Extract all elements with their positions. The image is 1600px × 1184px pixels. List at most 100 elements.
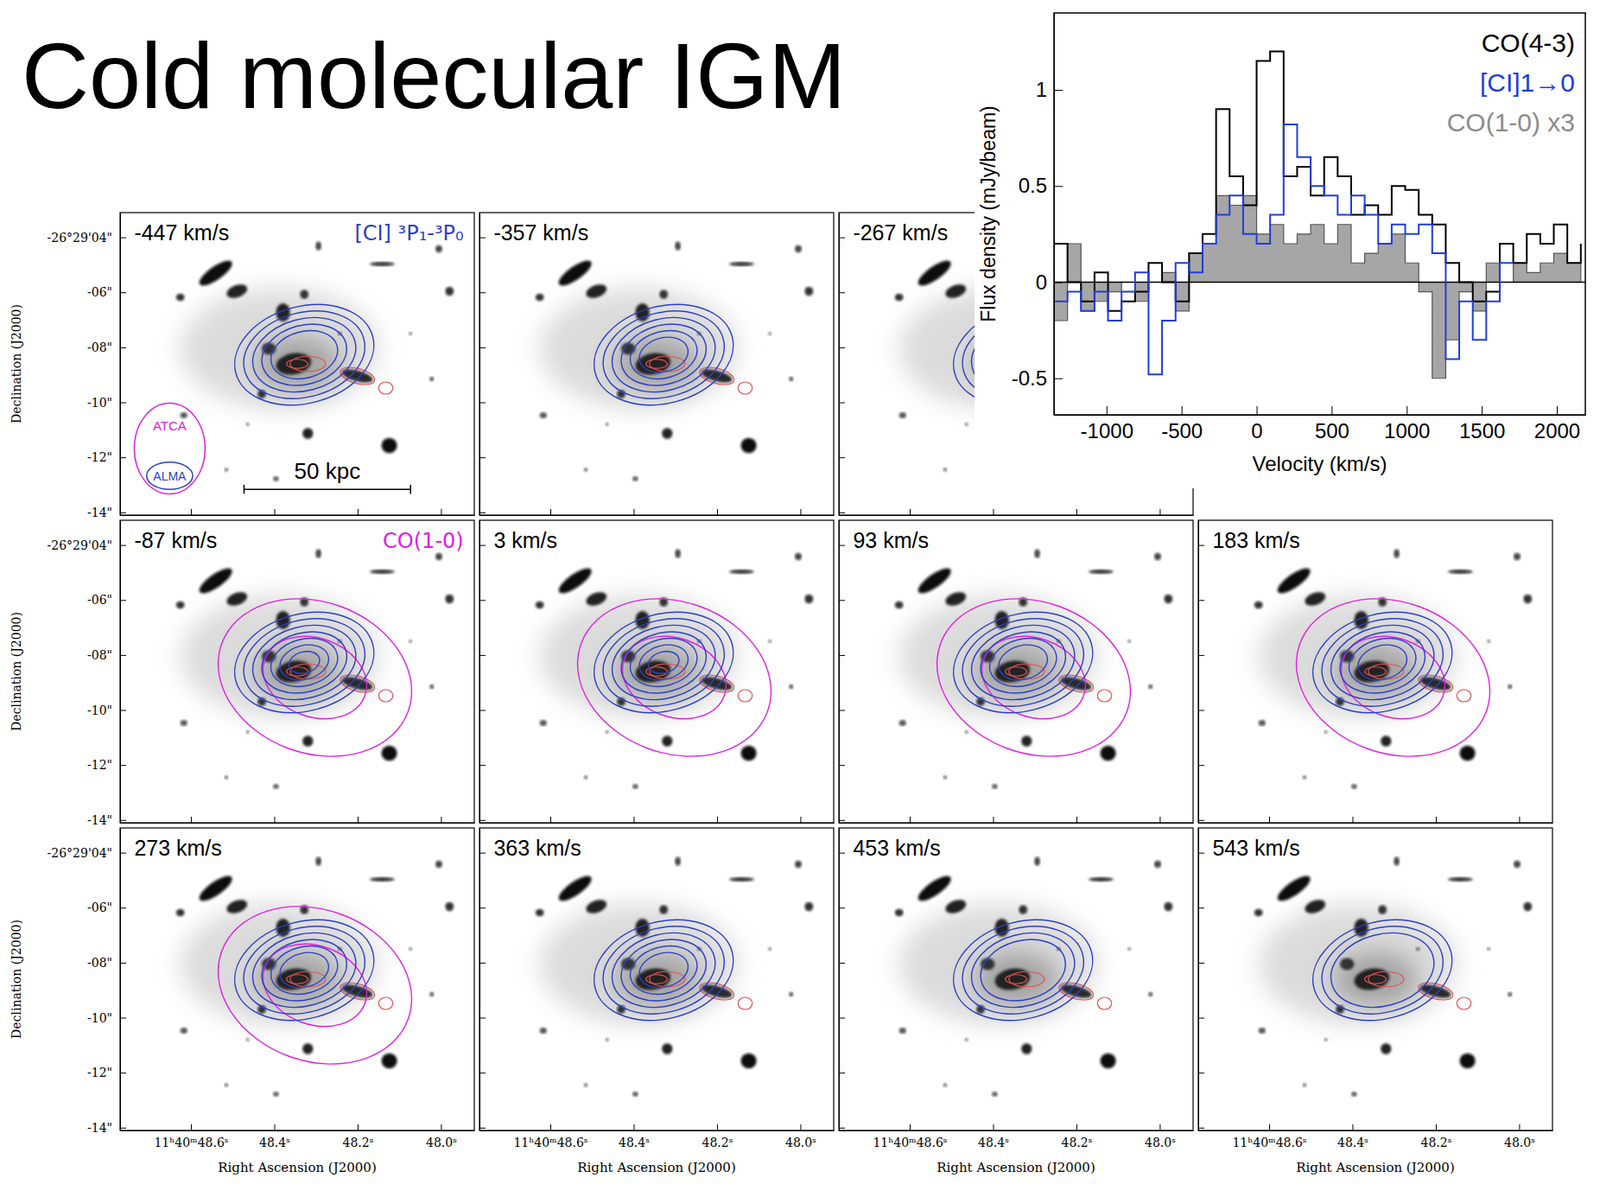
galaxy xyxy=(196,256,236,290)
scale-bar-label: 50 kpc xyxy=(294,457,362,484)
axis-line xyxy=(120,514,476,516)
plot-frame xyxy=(1053,12,1586,415)
axis: 11ʰ40ᵐ48.6ˢ48.4ˢ48.2ˢ48.0ˢ xyxy=(120,1123,476,1150)
galaxy xyxy=(224,589,249,609)
tick: -08" xyxy=(87,955,127,970)
tick xyxy=(1198,819,1205,821)
tick-mark xyxy=(838,512,845,514)
optical-image xyxy=(176,548,454,789)
tick xyxy=(479,347,486,349)
galaxy xyxy=(224,1082,229,1086)
tick xyxy=(479,819,486,821)
galaxy xyxy=(943,896,968,916)
tick-mark xyxy=(190,1123,192,1131)
axis xyxy=(839,816,1194,824)
tick-mark xyxy=(120,292,127,293)
tick: 0 xyxy=(1035,270,1063,294)
tick-label: -06" xyxy=(87,900,113,915)
galaxy xyxy=(224,896,249,916)
galaxy xyxy=(444,901,454,912)
tick xyxy=(838,292,845,293)
tick-mark xyxy=(633,508,635,515)
tick: 48.4ˢ xyxy=(977,1123,1010,1150)
galaxy xyxy=(768,946,772,951)
tick: 48.0ˢ xyxy=(425,1123,458,1150)
tick-mark xyxy=(120,545,127,547)
galaxy xyxy=(429,684,434,690)
scale-bar-line xyxy=(244,488,412,491)
zero-line xyxy=(1053,281,1586,284)
contours xyxy=(914,572,1154,783)
tick xyxy=(1352,816,1353,823)
tick-mark xyxy=(1053,281,1063,283)
galaxy xyxy=(1507,684,1512,690)
tick xyxy=(479,962,486,964)
ci-contour xyxy=(603,614,724,711)
tick-mark xyxy=(479,654,486,656)
tick-mark xyxy=(1435,1123,1437,1131)
galaxy xyxy=(1059,981,1093,1001)
galaxy xyxy=(444,286,454,297)
galaxy xyxy=(408,639,413,643)
legend-entry: CO(4-3) xyxy=(1481,28,1575,58)
tick-mark xyxy=(479,457,486,458)
tick: -26°29'04" xyxy=(47,538,127,553)
galaxy xyxy=(1302,774,1308,779)
tick-mark xyxy=(273,1123,275,1131)
tick-label: -26°29'04" xyxy=(47,845,113,860)
tick: 0.5 xyxy=(1018,173,1063,197)
tick-mark xyxy=(479,237,486,239)
tick: 11ʰ40ᵐ48.6ˢ xyxy=(513,1123,588,1150)
galaxy xyxy=(224,467,229,471)
axis xyxy=(838,213,845,516)
galaxy xyxy=(340,673,375,693)
tick: -12" xyxy=(87,757,127,772)
ci-contour xyxy=(973,622,1073,703)
tick-mark xyxy=(1076,816,1078,823)
plot-area xyxy=(1053,50,1586,378)
tick: -10" xyxy=(87,395,127,410)
tick-mark xyxy=(838,819,845,821)
ci-contour xyxy=(1322,614,1443,711)
axis xyxy=(838,828,845,1131)
tick-mark xyxy=(1053,378,1063,380)
galaxy xyxy=(180,412,188,419)
tick: 48.4ˢ xyxy=(618,1123,650,1150)
tick-mark xyxy=(120,907,127,908)
tick xyxy=(1198,1127,1205,1129)
ci-contour xyxy=(1322,921,1443,1018)
radio-contour xyxy=(378,996,393,1010)
galaxy xyxy=(1460,1053,1476,1069)
galaxy xyxy=(1088,569,1114,574)
tick xyxy=(1076,816,1078,823)
tick-mark xyxy=(838,962,845,964)
galaxy xyxy=(1393,856,1400,866)
tick: -06" xyxy=(87,592,127,607)
axis: -26°29'04"-06"-08"-10"-12"-14" xyxy=(47,520,127,827)
galaxy xyxy=(699,366,734,386)
tick-label: -12" xyxy=(87,757,113,772)
channel-map-panel: -26°29'04"-06"-08"-10"-12"-14"Declinatio… xyxy=(9,212,476,520)
tick-label: 11ʰ40ᵐ48.6ˢ xyxy=(1231,1135,1307,1150)
radio-contour xyxy=(378,689,393,702)
tick-mark xyxy=(120,962,127,964)
tick xyxy=(190,816,192,823)
galaxy xyxy=(943,467,948,471)
tick-label: 0 xyxy=(1035,270,1048,294)
tick-mark xyxy=(120,1017,127,1019)
galaxy xyxy=(535,908,545,916)
tick xyxy=(1198,907,1205,908)
tick xyxy=(479,457,486,458)
tick xyxy=(838,1017,845,1019)
tick: 11ʰ40ᵐ48.6ˢ xyxy=(153,1123,229,1150)
tick-label: -08" xyxy=(87,955,113,970)
tick-mark xyxy=(479,1127,486,1129)
tick-mark xyxy=(1198,764,1205,766)
tick xyxy=(909,508,911,515)
tick-mark xyxy=(357,1123,359,1131)
galaxy xyxy=(176,293,185,301)
ci-contour xyxy=(244,306,365,403)
legend-entry: CO(1-0) x3 xyxy=(1447,107,1575,137)
tick-mark xyxy=(633,1123,635,1131)
tick xyxy=(838,819,845,821)
